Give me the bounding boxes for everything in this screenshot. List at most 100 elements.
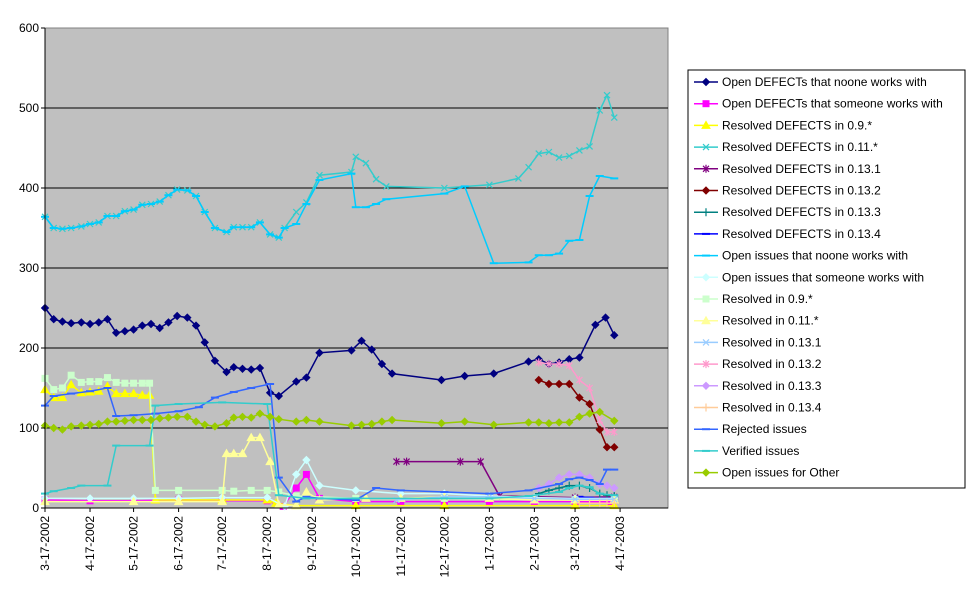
- data-point: [571, 495, 579, 503]
- legend-swatch-marker: [701, 77, 711, 87]
- legend-label: Verified issues: [722, 444, 799, 458]
- data-point: [382, 182, 390, 190]
- y-tick-label: 300: [19, 261, 39, 275]
- data-point: [255, 409, 265, 418]
- data-point: [591, 320, 600, 330]
- data-point: [595, 499, 604, 508]
- data-point: [255, 363, 265, 373]
- data-point: [302, 373, 311, 382]
- data-point: [172, 412, 182, 422]
- data-point: [217, 496, 228, 506]
- series-17: [41, 401, 619, 500]
- data-point: [610, 416, 619, 426]
- data-point: [585, 399, 594, 409]
- data-point: [146, 415, 156, 425]
- data-point: [440, 184, 448, 192]
- legend-swatch-marker: [702, 164, 710, 173]
- data-point: [292, 377, 301, 386]
- data-point: [151, 486, 159, 494]
- data-point: [575, 353, 584, 362]
- data-point: [292, 492, 300, 500]
- data-point: [292, 208, 300, 216]
- series-line: [44, 383, 615, 507]
- legend-swatch-marker: [702, 208, 710, 217]
- legend-swatch-marker: [702, 360, 710, 369]
- data-point: [103, 314, 112, 324]
- legend-item: Resolved in 0.11.*: [694, 314, 819, 328]
- data-point: [183, 313, 192, 322]
- data-point: [146, 319, 156, 329]
- data-point: [262, 493, 272, 502]
- data-point: [218, 486, 226, 494]
- legend-label: Resolved in 0.13.4: [722, 401, 822, 415]
- data-point: [146, 379, 154, 387]
- data-point: [387, 415, 397, 425]
- legend-item: Open issues for Other: [694, 466, 839, 480]
- data-point: [164, 318, 173, 327]
- x-tick-label: 7-17-2002: [215, 516, 229, 571]
- legend-label: Open DEFECTs that someone works with: [722, 97, 943, 111]
- data-point: [601, 313, 610, 322]
- x-tick-label: 12-17-2002: [437, 516, 451, 578]
- data-point: [66, 422, 76, 431]
- data-point: [137, 390, 148, 399]
- legend-label: Resolved in 0.13.1: [722, 335, 822, 349]
- legend-item: Open issues that noone works with: [694, 249, 908, 263]
- legend-item: Resolved in 0.13.3: [694, 379, 822, 393]
- legend-label: Resolved in 0.13.3: [722, 379, 822, 393]
- legend-item: Resolved DEFECTS in 0.13.2: [694, 184, 881, 198]
- data-point: [255, 432, 265, 442]
- data-point: [535, 150, 543, 158]
- data-point: [357, 336, 366, 346]
- y-tick-label: 200: [19, 341, 39, 355]
- data-point: [228, 448, 239, 458]
- legend-label: Resolved in 0.9.*: [722, 292, 813, 306]
- data-point: [595, 425, 604, 434]
- data-point: [247, 413, 256, 422]
- legend-label: Resolved DEFECTS in 0.13.1: [722, 162, 881, 176]
- legend-swatch-marker: [701, 381, 711, 391]
- data-point: [67, 371, 75, 379]
- data-point: [610, 483, 619, 493]
- data-point: [603, 428, 611, 436]
- data-point: [247, 486, 255, 494]
- data-point: [602, 481, 612, 490]
- data-point: [129, 325, 138, 334]
- data-point: [485, 181, 493, 189]
- data-point: [111, 328, 121, 338]
- data-point: [347, 421, 356, 430]
- data-point: [238, 412, 247, 422]
- legend-item: Open DEFECTs that noone works with: [694, 75, 927, 89]
- x-tick-label: 2-17-2003: [527, 516, 541, 571]
- y-tick-label: 400: [19, 181, 39, 195]
- data-point: [565, 418, 574, 427]
- data-point: [314, 494, 325, 504]
- x-tick-label: 1-17-2003: [482, 516, 496, 571]
- legend-swatch-marker: [702, 143, 710, 151]
- legend-item: Open issues that someone works with: [694, 270, 924, 284]
- data-point: [138, 415, 147, 425]
- data-point: [524, 357, 533, 366]
- data-point: [357, 420, 366, 430]
- x-tick-label: 5-17-2002: [127, 516, 141, 571]
- data-point: [49, 314, 58, 324]
- legend-label: Resolved DEFECTS in 0.9.*: [722, 118, 872, 132]
- data-point: [77, 421, 86, 430]
- data-point: [610, 114, 618, 122]
- data-point: [352, 153, 360, 161]
- data-point: [367, 345, 376, 354]
- data-point: [595, 407, 604, 417]
- data-point: [292, 470, 301, 479]
- data-point: [173, 496, 184, 506]
- data-point: [377, 359, 387, 369]
- legend-label: Open DEFECTs that noone works with: [722, 75, 927, 89]
- data-point: [575, 393, 584, 402]
- series-15: [575, 499, 619, 508]
- data-point: [596, 416, 604, 424]
- x-tick-label: 11-17-2002: [394, 516, 408, 577]
- legend-label: Open issues that noone works with: [722, 249, 908, 263]
- legend-swatch-marker: [702, 403, 710, 412]
- legend-item: Resolved DEFECTS in 0.13.4: [694, 227, 881, 241]
- data-point: [535, 358, 543, 367]
